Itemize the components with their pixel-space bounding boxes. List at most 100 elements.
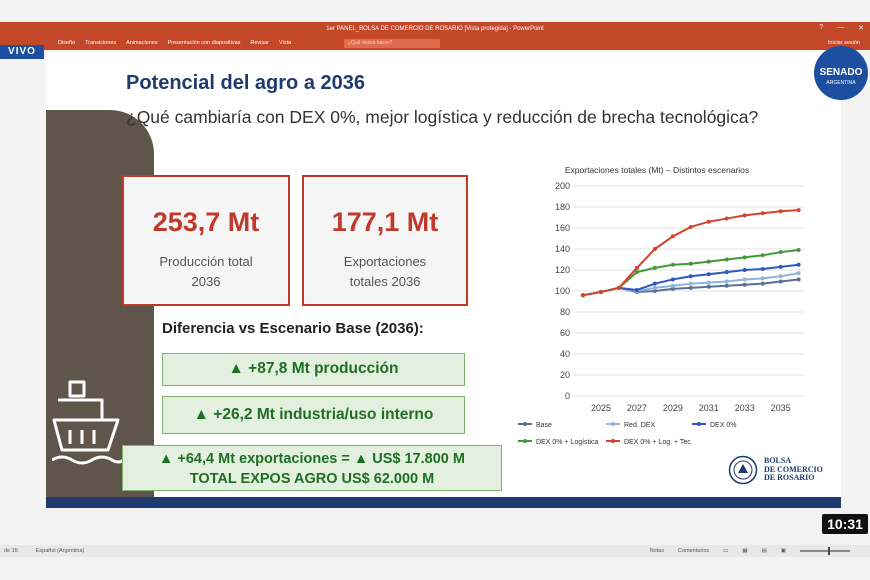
series-1-point — [652, 289, 657, 293]
series-4-point — [652, 265, 657, 270]
export-total-box: ▲ +64,4 Mt exportaciones = ▲ US$ 17.800 … — [122, 445, 502, 491]
legend-marker — [611, 422, 615, 426]
kpi-production-label-line-2: 2036 — [191, 274, 221, 289]
kpi-exports-label-line-1: Exportaciones — [343, 254, 427, 269]
minimize-icon[interactable]: — — [837, 24, 845, 31]
series-4-point — [742, 255, 747, 260]
help-icon[interactable]: ? — [819, 24, 824, 31]
y-tick-label: 40 — [560, 349, 570, 359]
broadcast-clock: 10:31 — [822, 514, 868, 534]
kpi-production-label-line-1: Producción total — [159, 254, 253, 269]
series-1-point — [688, 285, 693, 290]
series-3-point — [760, 266, 765, 271]
series-5-point — [688, 224, 693, 229]
series-5-point — [598, 290, 603, 295]
legend-label: DEX 0% — [710, 422, 736, 429]
powerpoint-title-bar: 1er PANEL_BOLSA DE COMERCIO DE ROSARIO [… — [0, 22, 870, 36]
slide-footer-bar — [46, 497, 841, 508]
y-tick-label: 60 — [560, 328, 570, 338]
tab-revisar[interactable]: Revisar — [250, 40, 270, 46]
comments-button[interactable]: Comentarios — [678, 548, 710, 554]
bcr-logo: BOLSA DE COMERCIO DE ROSARIO — [728, 455, 823, 485]
series-5-point — [742, 213, 747, 218]
kpi-exports-value: 177,1 Mt — [331, 207, 439, 237]
series-5-point — [796, 208, 801, 213]
reading-view-icon[interactable]: ▤ — [761, 548, 767, 554]
tab-diseno[interactable]: Diseño — [58, 40, 76, 46]
zoom-slider-thumb[interactable] — [828, 547, 830, 555]
series-1-point — [670, 286, 675, 291]
x-tick-label: 2035 — [771, 403, 791, 413]
series-3-point — [724, 270, 729, 275]
series-2-point — [652, 285, 657, 290]
series-3-point — [688, 274, 693, 279]
series-5-point — [634, 265, 639, 270]
y-tick-label: 140 — [555, 244, 570, 254]
series-1-point — [760, 281, 765, 286]
series-2-point — [688, 281, 693, 286]
ship-icon — [52, 380, 125, 465]
difference-heading: Diferencia vs Escenario Base (2036): — [162, 320, 424, 337]
live-badge: VIVO — [0, 45, 44, 59]
series-4-point — [796, 248, 801, 253]
series-5-point — [652, 247, 657, 251]
notes-button[interactable]: Notas — [649, 548, 664, 554]
y-tick-label: 0 — [565, 391, 570, 401]
series-2-point — [796, 271, 801, 276]
presentation-slide: Potencial del agro a 2036 ¿Qué cambiaría… — [46, 52, 841, 508]
export-diff-text: ▲ +64,4 Mt exportaciones = ▲ US$ 17.800 … — [159, 451, 465, 467]
x-tick-label: 2031 — [699, 403, 719, 413]
series-4-point — [634, 270, 639, 275]
tell-me-search-input[interactable]: ¿Qué desea hacer? — [344, 39, 440, 48]
x-tick-label: 2027 — [627, 403, 647, 413]
legend-label: DEX 0% + Log. + Tec. — [624, 439, 693, 446]
slide-sorter-icon[interactable]: ▦ — [742, 548, 748, 554]
y-tick-label: 100 — [555, 286, 570, 296]
y-tick-label: 180 — [555, 202, 570, 212]
series-4-point — [688, 261, 693, 266]
kpi-production-card: 253,7 Mt Producción total 2036 — [122, 175, 290, 306]
kpi-production-label: Producción total 2036 — [124, 252, 288, 292]
series-5-point — [724, 216, 729, 221]
series-1-point — [742, 282, 747, 287]
series-2-point — [724, 279, 729, 284]
x-tick-label: 2033 — [735, 403, 755, 413]
bcr-logo-line-1: BOLSA — [764, 456, 792, 466]
slide-counter: de 15 — [4, 548, 18, 554]
series-5-point — [580, 293, 585, 298]
series-3-point — [796, 262, 801, 267]
series-1-point — [724, 283, 729, 288]
x-tick-label: 2025 — [591, 403, 611, 413]
zoom-slider[interactable] — [800, 547, 850, 555]
senado-logo: SENADO ARGENTINA — [814, 46, 868, 100]
window-title: 1er PANEL_BOLSA DE COMERCIO DE ROSARIO [… — [326, 26, 544, 32]
tab-presentacion[interactable]: Presentación con diapositivas — [167, 40, 241, 46]
series-3-point — [652, 281, 657, 286]
legend-marker — [523, 422, 527, 426]
series-2-point — [778, 274, 783, 279]
diff-industry-text: ▲ +26,2 Mt industria/uso interno — [193, 406, 434, 423]
diff-production-box: ▲ +87,8 Mt producción — [162, 353, 465, 386]
bcr-seal-icon — [728, 455, 758, 485]
y-tick-label: 160 — [555, 223, 570, 233]
series-2-point — [760, 276, 765, 281]
slideshow-icon[interactable]: ▣ — [780, 548, 786, 554]
language-indicator[interactable]: Español (Argentina) — [35, 548, 85, 554]
kpi-exports-card: 177,1 Mt Exportaciones totales 2036 — [302, 175, 468, 306]
legend-label: DEX 0% + Logística — [536, 439, 599, 446]
legend-marker — [611, 439, 615, 443]
tab-transiciones[interactable]: Transiciones — [85, 40, 117, 46]
kpi-exports-label: Exportaciones totales 2036 — [304, 252, 466, 292]
export-total-text: TOTAL EXPOS AGRO US$ 62.000 M — [189, 471, 435, 487]
series-5-point — [616, 285, 621, 290]
normal-view-icon[interactable]: ▭ — [723, 548, 729, 554]
senado-logo-title: SENADO — [819, 67, 863, 78]
tab-animaciones[interactable]: Animaciones — [126, 40, 158, 46]
tab-vista[interactable]: Vista — [279, 40, 292, 46]
series-1-point — [706, 284, 711, 289]
sign-in-link[interactable]: Iniciar sesión — [827, 40, 860, 46]
series-4-point — [778, 250, 783, 255]
series-1-point — [796, 277, 801, 282]
close-icon[interactable]: ✕ — [858, 25, 864, 32]
